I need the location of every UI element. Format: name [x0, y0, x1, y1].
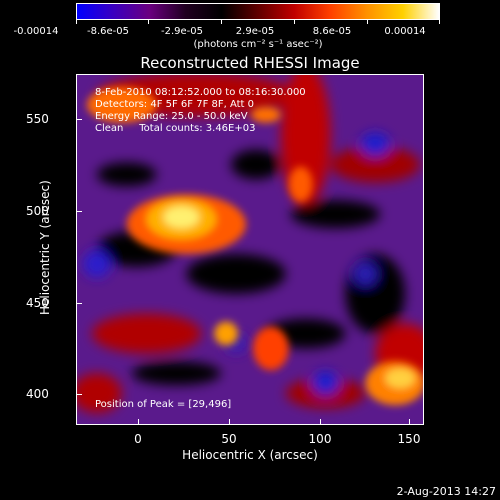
ytick-mark — [76, 211, 82, 212]
info-detectors: Detectors: 4F 5F 6F 7F 8F, Att 0 — [95, 99, 255, 110]
xtick-mark — [409, 419, 410, 425]
colorbar-tick — [367, 20, 368, 24]
y-axis-label: Heliocentric Y (arcsec) — [38, 180, 52, 315]
colorbar-tick — [294, 20, 295, 24]
colorbar — [76, 3, 440, 20]
xtick-label: 0 — [134, 432, 142, 446]
ytick-label: 450 — [26, 296, 49, 310]
xtick-mark — [320, 419, 321, 425]
colorbar-label: -0.00014 — [13, 26, 59, 37]
colorbar-tick — [76, 20, 77, 24]
ytick-mark — [76, 303, 82, 304]
colorbar-label: -2.9e-05 — [161, 26, 203, 37]
info-time-range: 8-Feb-2010 08:12:52.000 to 08:16:30.000 — [95, 87, 306, 98]
colorbar-label: 8.6e-05 — [312, 26, 352, 37]
info-method-counts: Clean Total counts: 3.46E+03 — [95, 123, 256, 134]
colorbar-tick — [148, 20, 149, 24]
timestamp: 2-Aug-2013 14:27 — [396, 485, 496, 498]
xtick-mark — [229, 419, 230, 425]
xtick-label: 100 — [308, 432, 332, 446]
colorbar-tick — [221, 20, 222, 24]
info-energy-range: Energy Range: 25.0 - 50.0 keV — [95, 111, 248, 122]
ytick-label: 550 — [26, 112, 49, 126]
observation-info: 8-Feb-2010 08:12:52.000 to 08:16:30.000 … — [95, 87, 306, 135]
x-axis-label: Heliocentric X (arcsec) — [182, 448, 318, 462]
rhessi-image — [77, 75, 423, 424]
ytick-label: 400 — [26, 387, 49, 401]
image-plot: 8-Feb-2010 08:12:52.000 to 08:16:30.000 … — [76, 74, 424, 425]
xtick-label: 150 — [397, 432, 421, 446]
ytick-mark — [76, 394, 82, 395]
colorbar-units: (photons cm⁻² s⁻¹ asec⁻²) — [193, 39, 323, 50]
ytick-mark — [76, 119, 82, 120]
plot-title: Reconstructed RHESSI Image — [140, 54, 360, 72]
xtick-label: 50 — [221, 432, 237, 446]
colorbar-label: 0.00014 — [384, 26, 426, 37]
xtick-mark — [138, 419, 139, 425]
colorbar-label: -8.6e-05 — [87, 26, 129, 37]
peak-position: Position of Peak = [29,496] — [95, 399, 232, 410]
colorbar-tick — [439, 20, 440, 24]
ytick-label: 500 — [26, 204, 49, 218]
colorbar-label: 2.9e-05 — [235, 26, 275, 37]
